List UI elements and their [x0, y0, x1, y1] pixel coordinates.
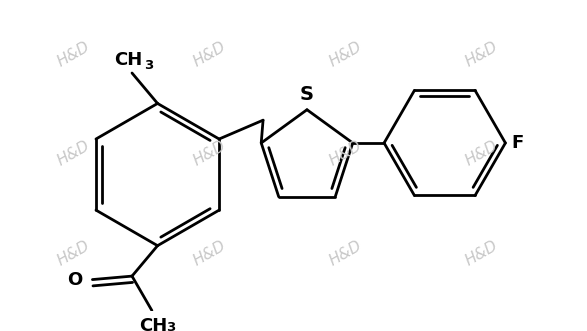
Text: H&D: H&D: [55, 39, 93, 70]
Text: 3: 3: [166, 321, 176, 331]
Text: CH: CH: [139, 317, 167, 331]
Text: F: F: [512, 134, 524, 152]
Text: H&D: H&D: [327, 138, 365, 169]
Text: H&D: H&D: [191, 138, 229, 169]
Text: H&D: H&D: [55, 238, 93, 268]
Text: H&D: H&D: [463, 39, 501, 70]
Text: S: S: [300, 85, 314, 105]
Text: H&D: H&D: [327, 238, 365, 268]
Text: O: O: [67, 270, 82, 289]
Text: H&D: H&D: [191, 39, 229, 70]
Text: H&D: H&D: [463, 238, 501, 268]
Text: H&D: H&D: [191, 238, 229, 268]
Text: 3: 3: [144, 59, 153, 72]
Text: H&D: H&D: [463, 138, 501, 169]
Text: H&D: H&D: [55, 138, 93, 169]
Text: CH: CH: [114, 51, 142, 69]
Text: H&D: H&D: [327, 39, 365, 70]
